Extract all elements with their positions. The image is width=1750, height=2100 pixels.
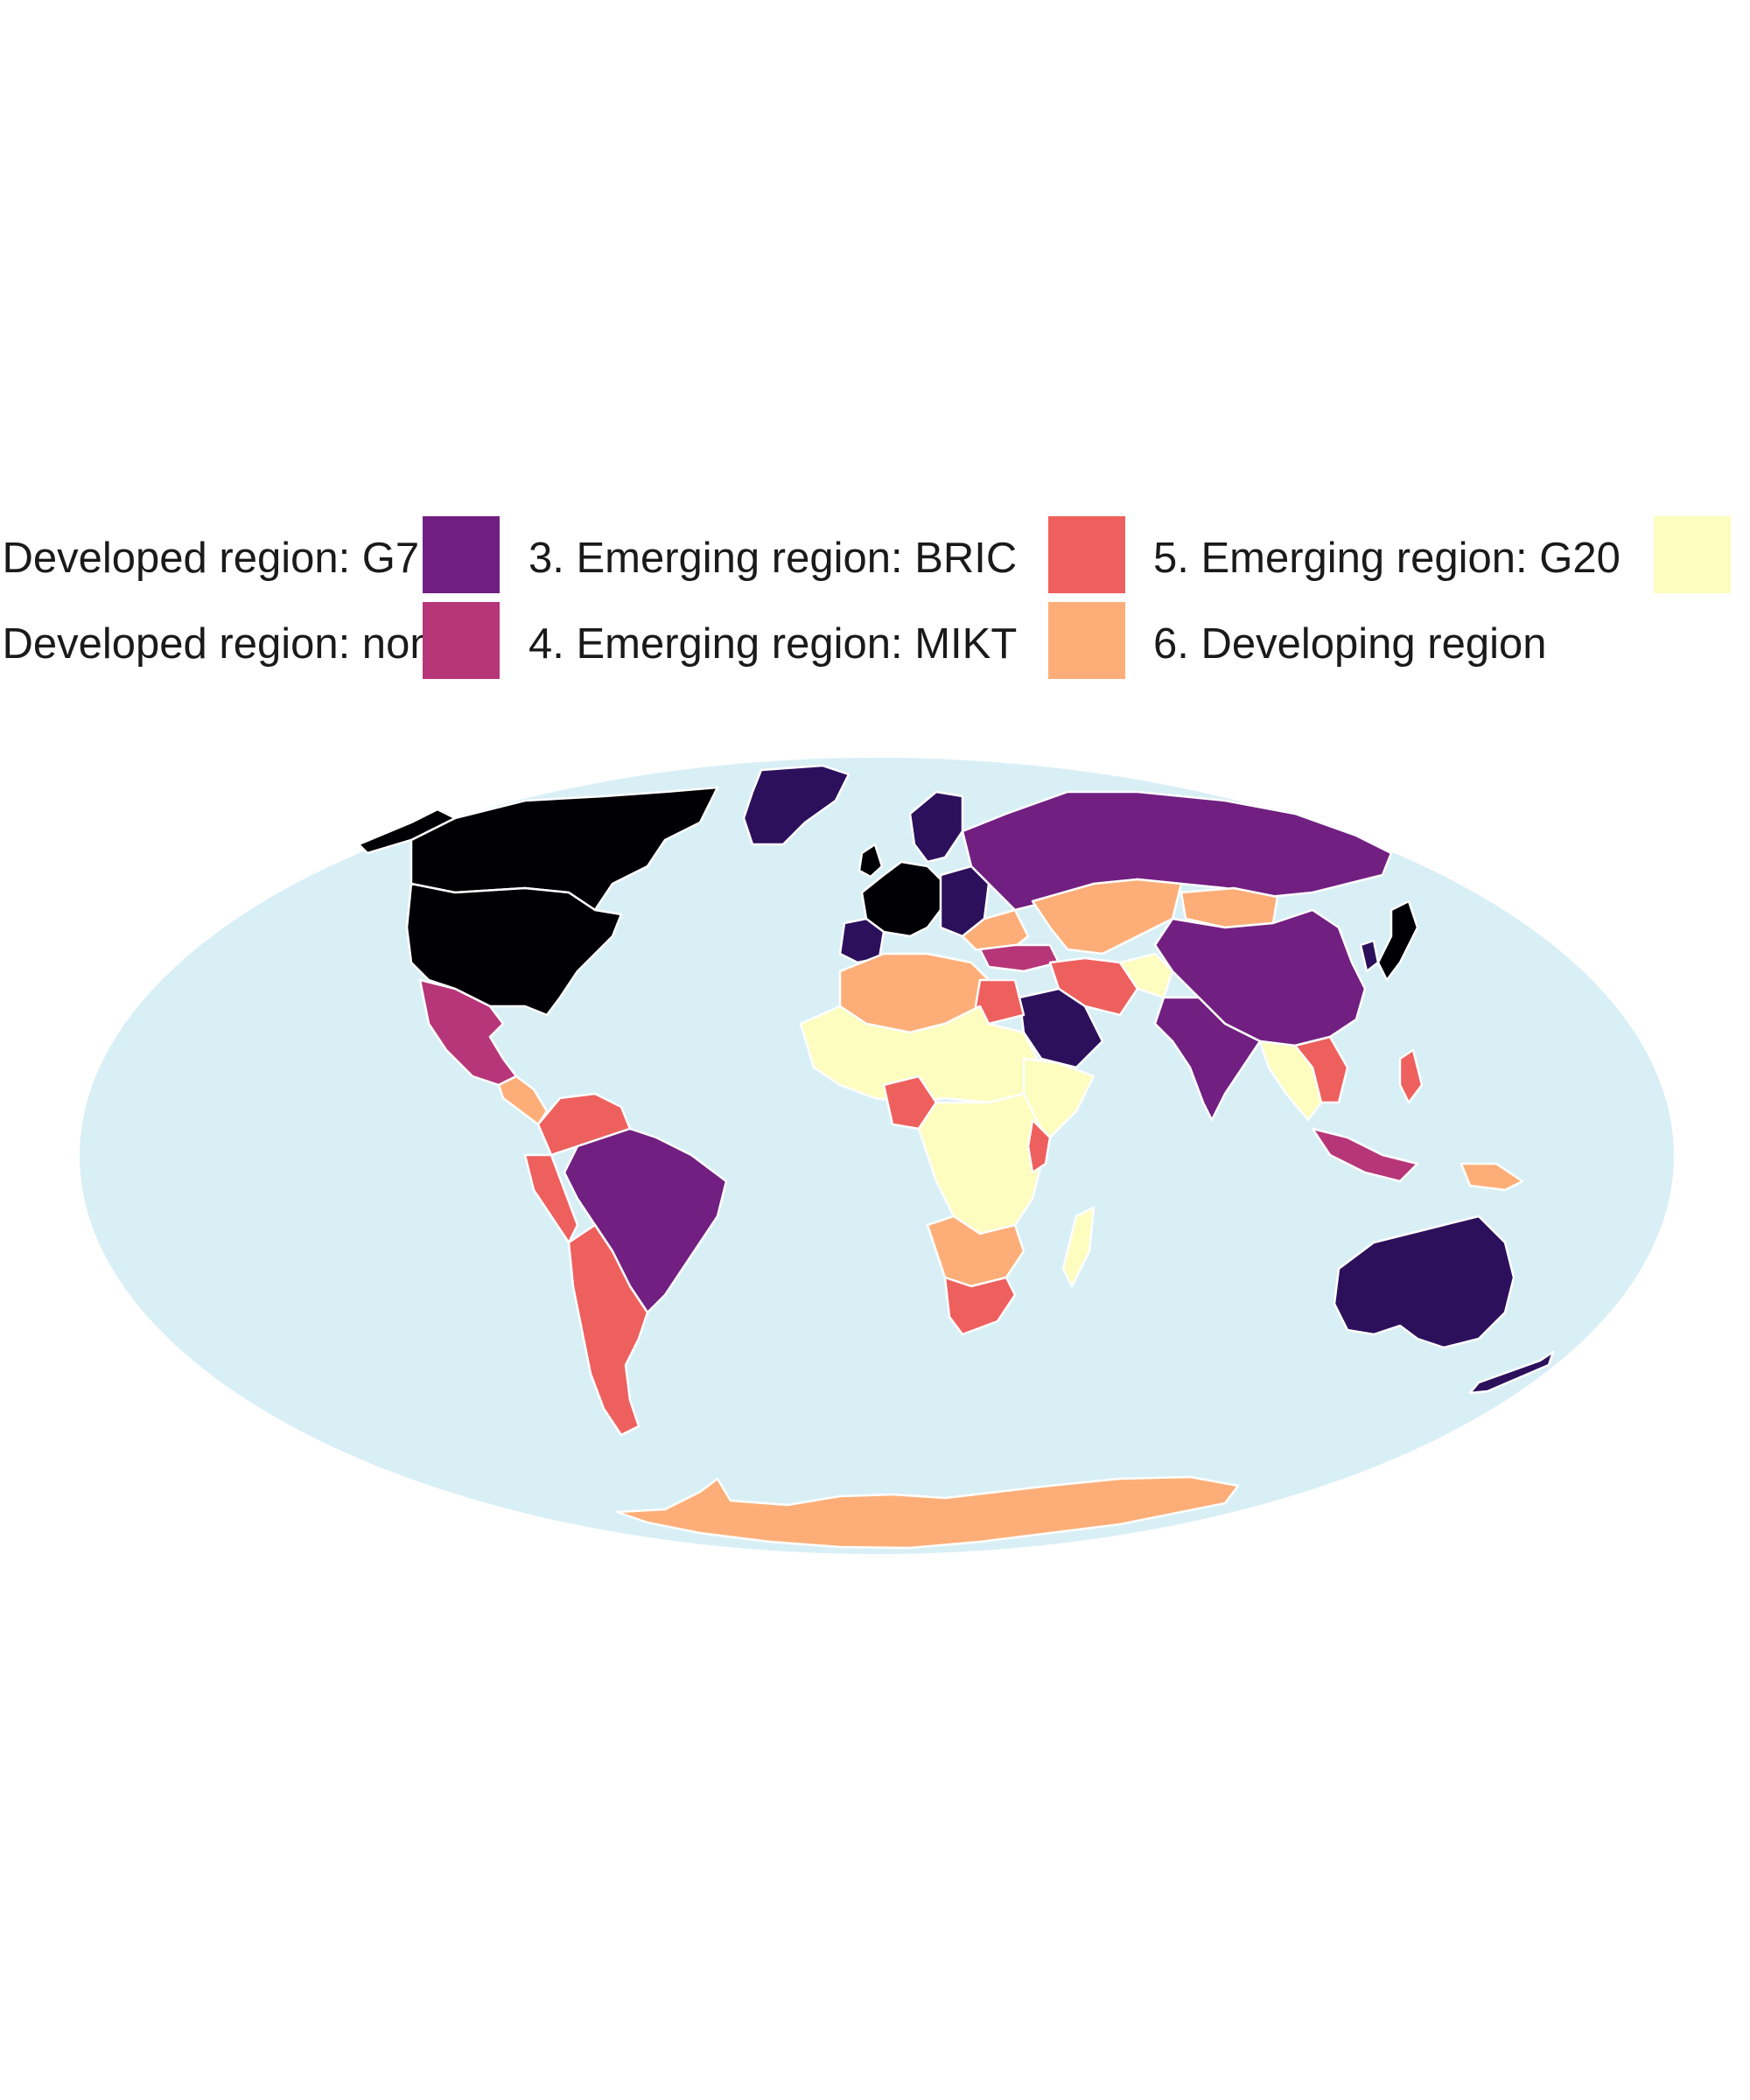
legend-swatch-least-developed [1654, 516, 1731, 593]
country-egypt [974, 978, 1026, 1026]
country-central-asia [1031, 878, 1183, 956]
legend-swatch-bric [423, 516, 500, 593]
country-new-zealand [1468, 1350, 1555, 1395]
country-usa [405, 882, 623, 1017]
country-central-africa [917, 1092, 1043, 1236]
legend-swatch-g20 [1048, 516, 1125, 593]
ocean [80, 758, 1674, 1554]
country-japan [1376, 900, 1419, 982]
country-brazil [563, 1127, 728, 1314]
country-india [1153, 996, 1262, 1122]
country-argentina-chile [567, 1223, 649, 1437]
country-madagascar [1061, 1206, 1096, 1288]
country-ecuador-peru [523, 1153, 579, 1244]
country-russia [961, 790, 1393, 912]
country-south-africa [943, 1276, 1017, 1336]
country-greenland [742, 764, 850, 846]
country-indonesia [1311, 1127, 1419, 1183]
country-scandinavia [908, 790, 964, 864]
legend-swatch-mikt [423, 602, 500, 679]
legend-swatch-developing [1048, 602, 1125, 679]
legend-label-developing: 6. Developing region [1153, 620, 1546, 668]
country-australia [1333, 1214, 1516, 1349]
legend-label-mikt: 4. Emerging region: MIKT [528, 620, 1017, 668]
country-vietnam-thailand [1293, 1035, 1349, 1104]
country-china [1153, 908, 1367, 1047]
legend-label-nong7: 2. Developed region: nonG7 [0, 620, 491, 668]
legend-label-bric: 3. Emerging region: BRIC [528, 535, 1017, 582]
legend: 1. Developed region: G7 2. Developed reg… [0, 516, 1731, 679]
country-ukraine-balkans [961, 908, 1030, 956]
country-kenya [1026, 1118, 1052, 1174]
country-png [1460, 1162, 1524, 1192]
country-korea [1359, 939, 1380, 973]
world-map [80, 758, 1674, 1554]
legend-label-g7: 1. Developed region: G7 [0, 535, 419, 582]
legend-label-g20: 5. Emerging region: G20 [1153, 535, 1620, 582]
country-mexico [418, 978, 518, 1087]
country-uk [858, 843, 884, 878]
country-alaska [357, 808, 457, 855]
country-antarctica [615, 1475, 1240, 1550]
country-philippines [1398, 1048, 1424, 1104]
country-pakistan-afghanistan [1118, 952, 1174, 999]
